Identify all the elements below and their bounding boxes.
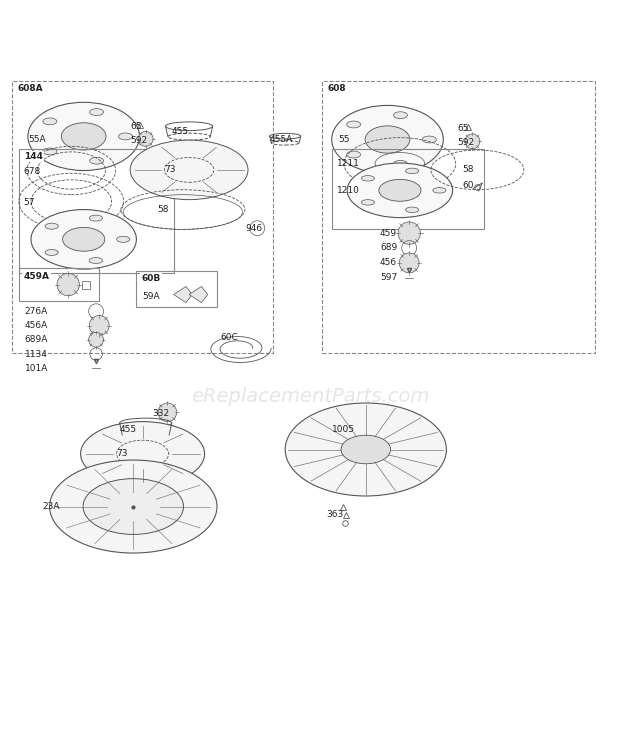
Ellipse shape — [379, 179, 421, 202]
Ellipse shape — [83, 478, 184, 534]
Text: 73: 73 — [164, 165, 176, 174]
Text: 455: 455 — [120, 425, 137, 434]
Ellipse shape — [81, 422, 205, 486]
Circle shape — [465, 134, 480, 149]
Circle shape — [138, 132, 153, 147]
Ellipse shape — [347, 163, 453, 217]
Text: 73: 73 — [117, 449, 128, 458]
Text: 459A: 459A — [24, 272, 50, 280]
Text: 55A: 55A — [28, 135, 45, 144]
Ellipse shape — [285, 403, 446, 496]
Text: 592: 592 — [130, 135, 148, 144]
Text: 59A: 59A — [143, 292, 160, 301]
Ellipse shape — [117, 237, 130, 243]
Text: 1211: 1211 — [337, 159, 360, 168]
Text: 946: 946 — [245, 224, 262, 233]
Polygon shape — [189, 286, 208, 303]
Text: eReplacementParts.com: eReplacementParts.com — [191, 388, 429, 406]
Ellipse shape — [63, 228, 105, 251]
Ellipse shape — [45, 249, 58, 255]
Ellipse shape — [433, 187, 446, 193]
Ellipse shape — [31, 210, 136, 269]
Ellipse shape — [422, 136, 436, 143]
Circle shape — [57, 273, 79, 295]
Circle shape — [398, 222, 420, 244]
Text: 456: 456 — [380, 258, 397, 267]
Ellipse shape — [347, 151, 361, 158]
Ellipse shape — [89, 257, 102, 263]
Ellipse shape — [361, 199, 374, 205]
Ellipse shape — [28, 102, 140, 170]
Ellipse shape — [118, 133, 133, 140]
Text: 363: 363 — [327, 510, 344, 519]
Circle shape — [89, 315, 109, 336]
Ellipse shape — [347, 121, 361, 128]
Text: 23A: 23A — [42, 502, 60, 511]
Text: 689A: 689A — [25, 336, 48, 344]
Text: 60C: 60C — [220, 333, 238, 341]
Ellipse shape — [45, 223, 58, 229]
Circle shape — [399, 253, 419, 273]
Text: 455: 455 — [172, 127, 189, 136]
Circle shape — [89, 333, 104, 347]
Ellipse shape — [43, 148, 57, 155]
Text: 332: 332 — [152, 409, 169, 418]
Ellipse shape — [361, 176, 374, 181]
Text: 60: 60 — [462, 182, 474, 190]
Ellipse shape — [394, 112, 407, 118]
Text: 608A: 608A — [17, 84, 43, 93]
Ellipse shape — [405, 168, 419, 173]
Ellipse shape — [61, 123, 106, 150]
Ellipse shape — [405, 207, 419, 213]
Text: 1134: 1134 — [25, 350, 48, 359]
Text: 144: 144 — [24, 152, 43, 161]
Ellipse shape — [90, 157, 104, 164]
Ellipse shape — [50, 460, 217, 553]
Ellipse shape — [394, 161, 407, 167]
Text: 60B: 60B — [141, 274, 161, 283]
Polygon shape — [174, 286, 192, 303]
Text: 55: 55 — [338, 135, 350, 144]
Text: 455A: 455A — [270, 135, 293, 144]
Text: 608: 608 — [327, 84, 346, 93]
Text: 101A: 101A — [25, 364, 48, 373]
Ellipse shape — [341, 435, 391, 464]
Text: 689: 689 — [380, 243, 397, 252]
Text: 592: 592 — [458, 138, 475, 147]
Text: 1210: 1210 — [337, 186, 360, 195]
Text: 678: 678 — [24, 167, 41, 176]
Ellipse shape — [130, 140, 248, 199]
Ellipse shape — [89, 215, 102, 221]
Text: 456A: 456A — [25, 321, 48, 330]
Text: 65: 65 — [130, 122, 142, 131]
Ellipse shape — [43, 118, 57, 125]
Ellipse shape — [365, 126, 410, 153]
Circle shape — [158, 403, 177, 422]
Ellipse shape — [90, 109, 104, 115]
Text: 1005: 1005 — [332, 425, 355, 434]
Ellipse shape — [332, 106, 443, 173]
Text: 58: 58 — [462, 165, 474, 174]
Text: 57: 57 — [24, 198, 35, 208]
Text: 276A: 276A — [25, 307, 48, 315]
Text: 58: 58 — [157, 205, 169, 214]
Text: 65: 65 — [458, 124, 469, 133]
Text: 459: 459 — [380, 228, 397, 237]
Text: 597: 597 — [380, 273, 397, 282]
